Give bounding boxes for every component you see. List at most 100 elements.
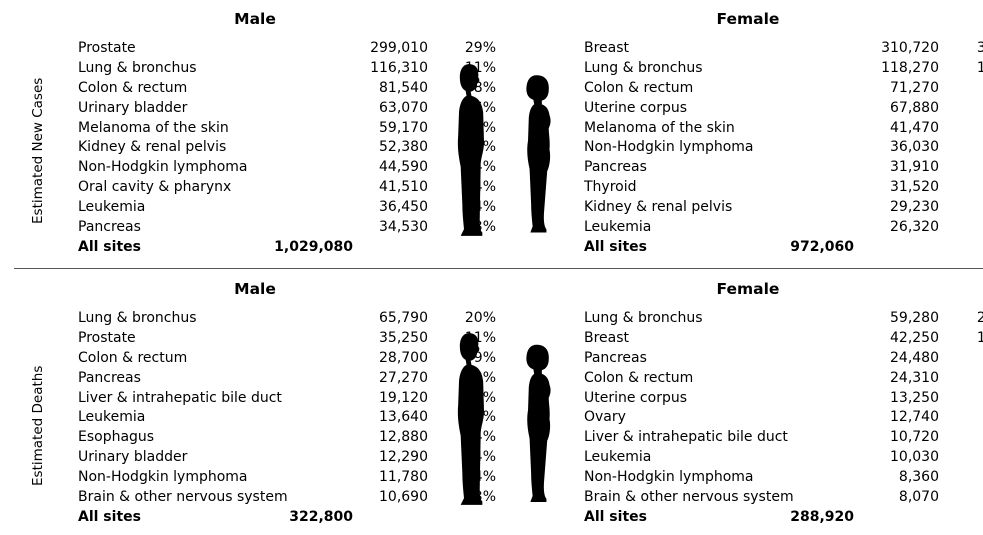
site-name: Oral cavity & pharynx — [78, 179, 232, 196]
death-percent: 3% — [874, 488, 983, 508]
case-count: 67,880 — [890, 99, 939, 116]
death-percent: 4% — [874, 408, 983, 428]
case-count: 116,310 — [370, 59, 428, 76]
death-count: 11,780 — [379, 469, 428, 486]
death-percent: 15% — [976, 329, 983, 346]
table-row: Lung & bronchus 116,310 11% — [78, 59, 496, 79]
death-count: 8,360 — [898, 469, 939, 486]
case-percent: 3% — [874, 158, 983, 178]
case-percent: 7% — [874, 99, 983, 119]
site-name: Colon & rectum — [584, 369, 694, 386]
site-name: Liver & intrahepatic bile duct — [78, 389, 282, 406]
site-name: Non-Hodgkin lymphoma — [78, 469, 248, 486]
new-cases-male-table: Prostate 299,010 29% Lung & bronchus 116,31… — [78, 39, 496, 258]
site-name: Esophagus — [78, 429, 155, 446]
male-silhouette-icon — [444, 310, 494, 528]
total-count: 972,060 — [790, 238, 854, 255]
death-count: 59,280 — [890, 310, 939, 326]
site-name: Breast — [584, 40, 630, 56]
death-count: 28,700 — [379, 349, 428, 366]
site-name: Non-Hodgkin lymphoma — [584, 139, 754, 156]
death-count: 12,290 — [379, 449, 428, 466]
site-name: Leukemia — [584, 449, 652, 466]
death-percent: 5% — [874, 389, 983, 409]
new-cases-section: Estimated New Cases Male Female Prostate… — [30, 10, 983, 258]
case-percent: 3% — [874, 178, 983, 198]
table-row: Liver & intrahepatic bile duct 19,120 6% — [78, 389, 496, 409]
death-count: 13,250 — [890, 389, 939, 406]
total-count: 288,920 — [790, 508, 854, 525]
table-row: Lung & bronchus 65,790 20% — [78, 309, 496, 329]
death-percent: 9% — [473, 349, 496, 366]
table-row: Pancreas 27,270 8% — [78, 369, 496, 389]
site-name: Kidney & renal pelvis — [78, 139, 227, 156]
site-name: Non-Hodgkin lymphoma — [584, 469, 754, 486]
site-name: Ovary — [584, 409, 626, 426]
deaths-section: Estimated Deaths Male Female Lung & bron… — [0, 270, 983, 535]
site-name: Melanoma of the skin — [584, 119, 735, 136]
table-row: Colon & rectum 28,700 9% — [78, 349, 496, 369]
deaths-male-header: Male — [234, 280, 276, 298]
death-count: 65,790 — [379, 310, 428, 326]
table-row: Breast 310,720 32% — [584, 39, 983, 59]
deaths-row-label: Estimated Deaths — [30, 365, 46, 486]
case-count: 31,910 — [890, 159, 939, 176]
case-percent: 4% — [874, 119, 983, 139]
case-percent: 12% — [976, 59, 983, 76]
death-count: 10,690 — [379, 489, 428, 506]
death-count: 10,720 — [890, 429, 939, 446]
total-label: All sites — [584, 508, 647, 525]
site-name: Brain & other nervous system — [78, 489, 288, 506]
death-count: 13,640 — [379, 409, 428, 426]
site-name: Melanoma of the skin — [78, 119, 229, 136]
site-name: Lung & bronchus — [584, 59, 703, 76]
site-name: Lung & bronchus — [78, 59, 197, 76]
site-name: Pancreas — [78, 369, 141, 386]
table-row: Non-Hodgkin lymphoma 44,590 4% — [78, 158, 496, 178]
total-count: 322,800 — [289, 508, 353, 525]
site-name: Lung & bronchus — [78, 310, 197, 326]
case-percent: 3% — [874, 218, 983, 238]
site-name: Uterine corpus — [584, 389, 688, 406]
site-name: Pancreas — [584, 349, 647, 366]
table-row: Kidney & renal pelvis 52,380 5% — [78, 138, 496, 158]
case-percent: 8% — [473, 79, 496, 96]
table-row: Pancreas 34,530 3% — [78, 218, 496, 238]
female-silhouette-icon — [515, 318, 561, 528]
site-name: Urinary bladder — [78, 99, 188, 116]
death-count: 42,250 — [890, 329, 939, 346]
case-count: 36,030 — [890, 139, 939, 156]
total-label: All sites — [584, 238, 647, 255]
table-row: Melanoma of the skin 59,170 6% — [78, 119, 496, 139]
case-count: 299,010 — [370, 40, 428, 56]
total-row: All sites 288,920 — [584, 508, 929, 528]
case-count: 81,540 — [379, 79, 428, 96]
site-name: Thyroid — [584, 179, 637, 196]
table-row: Non-Hodgkin lymphoma 11,780 4% — [78, 468, 496, 488]
case-percent: 7% — [874, 79, 983, 99]
new-cases-row-label: Estimated New Cases — [30, 77, 46, 224]
case-count: 36,450 — [379, 199, 428, 216]
case-count: 118,270 — [881, 59, 939, 76]
case-count: 59,170 — [379, 119, 428, 136]
case-percent: 29% — [464, 40, 496, 56]
table-row: Lung & bronchus 118,270 12% — [584, 59, 983, 79]
case-percent: 4% — [874, 138, 983, 158]
case-count: 71,270 — [890, 79, 939, 96]
site-name: Brain & other nervous system — [584, 489, 794, 506]
table-row: Leukemia 36,450 4% — [78, 198, 496, 218]
death-count: 19,120 — [379, 389, 428, 406]
site-name: Liver & intrahepatic bile duct — [584, 429, 788, 446]
